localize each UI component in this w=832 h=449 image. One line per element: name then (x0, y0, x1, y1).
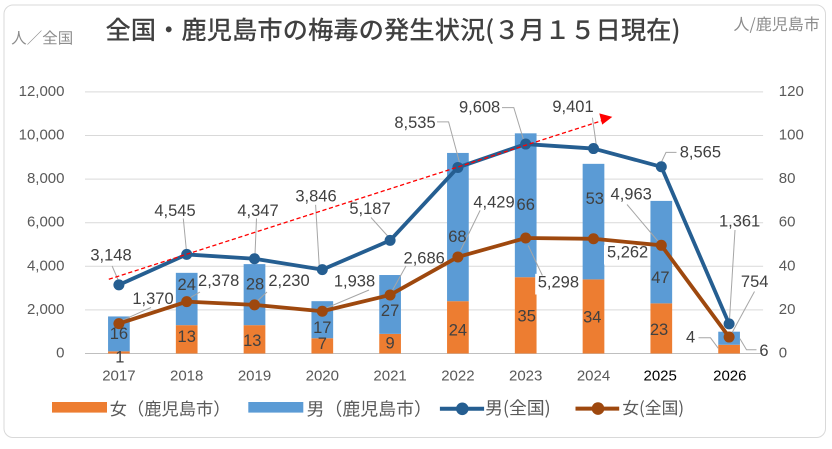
svg-text:2,230: 2,230 (268, 272, 309, 290)
svg-text:4,347: 4,347 (237, 202, 278, 220)
svg-text:80: 80 (779, 170, 796, 187)
svg-text:2021: 2021 (373, 368, 406, 385)
svg-text:1,938: 1,938 (334, 273, 375, 291)
svg-text:35: 35 (518, 308, 536, 326)
svg-text:9: 9 (386, 335, 395, 353)
svg-text:60: 60 (779, 214, 796, 231)
svg-text:34: 34 (583, 309, 601, 327)
svg-text:66: 66 (517, 196, 535, 214)
svg-text:2,686: 2,686 (404, 250, 445, 268)
svg-text:2,000: 2,000 (27, 301, 65, 318)
svg-text:4,000: 4,000 (27, 257, 65, 274)
svg-text:0: 0 (779, 345, 787, 362)
svg-text:2022: 2022 (441, 368, 474, 385)
svg-text:12,000: 12,000 (19, 83, 65, 100)
svg-text:0: 0 (56, 345, 64, 362)
svg-text:1,370: 1,370 (132, 290, 173, 308)
svg-text:16: 16 (110, 325, 128, 343)
svg-text:2020: 2020 (306, 368, 339, 385)
svg-text:20: 20 (779, 301, 796, 318)
svg-text:2026: 2026 (713, 368, 746, 385)
svg-text:754: 754 (741, 273, 769, 291)
svg-text:4,545: 4,545 (154, 202, 195, 220)
svg-text:8,565: 8,565 (680, 144, 721, 162)
svg-text:9,401: 9,401 (552, 98, 593, 116)
svg-text:4: 4 (686, 329, 695, 347)
svg-text:9,608: 9,608 (459, 99, 500, 117)
svg-text:3,846: 3,846 (295, 188, 336, 206)
svg-text:23: 23 (650, 321, 668, 339)
svg-text:68: 68 (448, 228, 466, 246)
svg-text:2024: 2024 (577, 368, 610, 385)
svg-text:40: 40 (779, 257, 796, 274)
svg-text:2023: 2023 (509, 368, 542, 385)
svg-text:28: 28 (246, 276, 264, 294)
svg-text:120: 120 (779, 83, 804, 100)
svg-text:3,148: 3,148 (90, 247, 131, 265)
svg-text:4,963: 4,963 (611, 185, 652, 203)
svg-text:4,429: 4,429 (473, 194, 514, 212)
svg-text:13: 13 (178, 328, 196, 346)
svg-text:6: 6 (759, 342, 768, 360)
svg-text:24: 24 (178, 276, 196, 294)
svg-text:6,000: 6,000 (27, 214, 65, 231)
svg-text:10,000: 10,000 (19, 127, 65, 144)
svg-text:5,187: 5,187 (349, 200, 390, 218)
svg-text:2018: 2018 (170, 368, 203, 385)
svg-text:27: 27 (381, 302, 399, 320)
svg-text:2017: 2017 (102, 368, 135, 385)
svg-text:5,262: 5,262 (607, 243, 648, 261)
svg-text:1: 1 (115, 349, 124, 367)
svg-text:2025: 2025 (644, 368, 677, 385)
svg-text:53: 53 (586, 190, 604, 208)
svg-text:5,298: 5,298 (538, 274, 579, 292)
svg-text:2019: 2019 (238, 368, 271, 385)
svg-text:1,361: 1,361 (719, 213, 760, 231)
svg-text:47: 47 (651, 269, 669, 287)
svg-text:2,378: 2,378 (198, 272, 239, 290)
svg-text:24: 24 (449, 321, 467, 339)
svg-text:8,535: 8,535 (394, 114, 435, 132)
svg-text:17: 17 (313, 319, 331, 337)
svg-text:7: 7 (318, 335, 327, 353)
svg-text:13: 13 (243, 332, 261, 350)
svg-text:8,000: 8,000 (27, 170, 65, 187)
svg-text:100: 100 (779, 127, 804, 144)
